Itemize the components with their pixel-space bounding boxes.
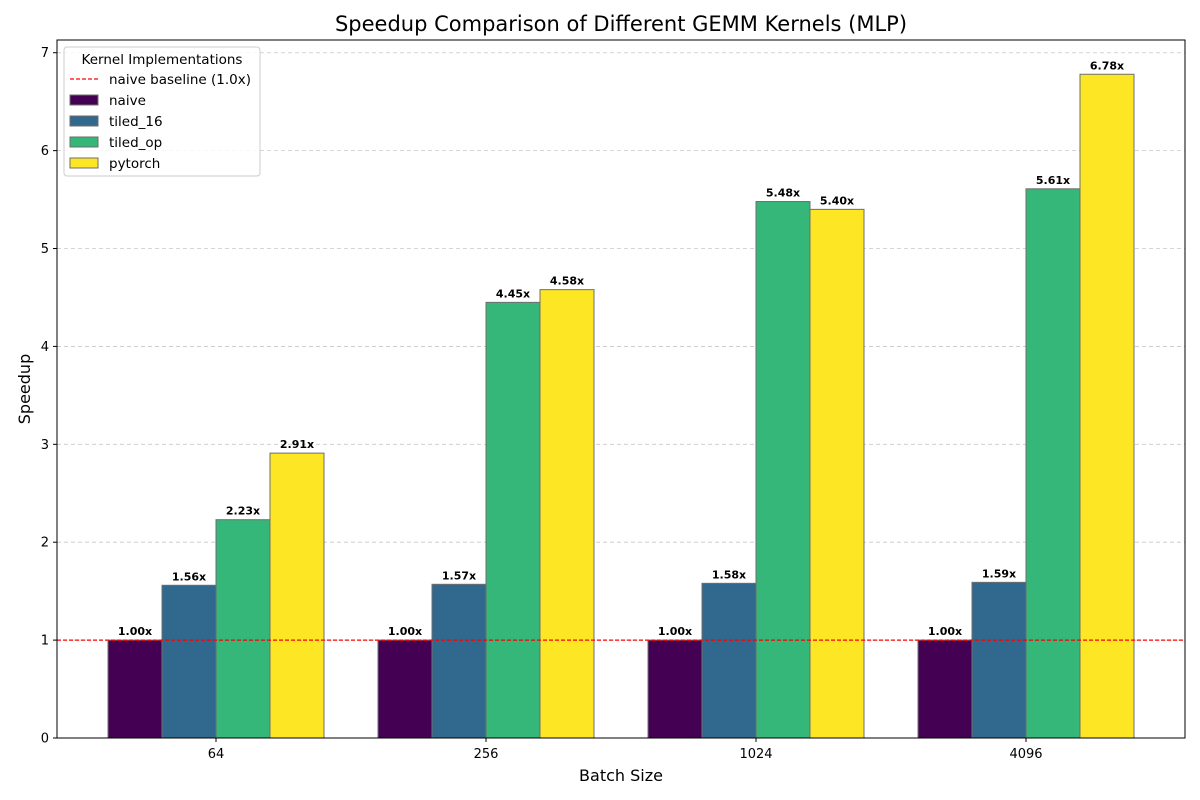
bar-naive-1024 [647, 639, 703, 739]
x-tick-label: 1024 [739, 747, 772, 762]
y-tick-label: 5 [41, 242, 49, 257]
legend-title: Kernel Implementations [82, 52, 243, 68]
data-label-tiled-op-4096: 5.61x [1036, 174, 1070, 187]
bar-tiled-op-256 [485, 301, 541, 739]
legend-label-pytorch: pytorch [109, 156, 160, 172]
legend-swatch-tiled-16 [69, 115, 99, 127]
data-labels: 1.00x 1.56x 2.23x 2.91x 1.00x 1.57x 4.45x 4.58x… [118, 59, 1124, 638]
data-label-tiled-16-64: 1.56x [172, 570, 206, 583]
data-label-pytorch-4096: 6.78x [1090, 59, 1124, 72]
data-label-pytorch-64: 2.91x [280, 438, 314, 451]
legend-label-tiled-op: tiled_op [109, 135, 162, 151]
data-label-tiled-op-256: 4.45x [496, 287, 530, 300]
bar-tiled-op-4096 [1025, 188, 1081, 739]
y-tick-label: 2 [41, 536, 49, 551]
x-axis-label: Batch Size [579, 766, 663, 785]
data-label-naive-64: 1.00x [118, 625, 152, 638]
bar-tiled-op-1024 [755, 201, 811, 739]
bar-tiled-op-64 [215, 519, 271, 739]
legend-swatch-naive [69, 94, 99, 106]
legend-label-tiled-16: tiled_16 [109, 114, 163, 130]
bar-naive-4096 [917, 639, 973, 739]
legend-swatch-tiled-op [69, 136, 99, 148]
y-tick-label: 3 [41, 438, 49, 453]
chart-title: Speedup Comparison of Different GEMM Ker… [335, 12, 907, 36]
legend-baseline-label: naive baseline (1.0x) [109, 72, 251, 88]
y-tick-label: 7 [41, 46, 49, 61]
bars [107, 73, 1135, 739]
x-axis-ticks: 64 256 1024 4096 [208, 738, 1043, 762]
x-tick-label: 64 [208, 747, 225, 762]
y-axis-ticks: 0 1 2 3 4 5 6 7 [41, 46, 57, 747]
legend: Kernel Implementations naive baseline (1… [63, 46, 261, 177]
bar-tiled-16-1024 [701, 582, 757, 739]
legend-label-naive: naive [109, 93, 146, 109]
data-label-pytorch-256: 4.58x [550, 275, 584, 288]
bar-naive-64 [107, 639, 163, 739]
data-label-tiled-16-256: 1.57x [442, 569, 476, 582]
bar-tiled-16-64 [161, 584, 217, 739]
bar-pytorch-1024 [809, 208, 865, 739]
data-label-naive-1024: 1.00x [658, 625, 692, 638]
y-axis-label: Speedup [15, 354, 34, 424]
y-tick-label: 0 [41, 732, 49, 747]
data-label-naive-256: 1.00x [388, 625, 422, 638]
data-label-tiled-op-1024: 5.48x [766, 187, 800, 200]
y-tick-label: 6 [41, 144, 49, 159]
legend-box [63, 46, 261, 177]
x-tick-label: 4096 [1009, 747, 1042, 762]
bar-pytorch-256 [539, 289, 595, 739]
data-label-naive-4096: 1.00x [928, 625, 962, 638]
x-tick-label: 256 [474, 747, 499, 762]
data-label-tiled-16-1024: 1.58x [712, 568, 746, 581]
bar-tiled-16-4096 [971, 581, 1027, 739]
plot-frame [56, 39, 1186, 739]
legend-swatch-pytorch [69, 157, 99, 169]
legend-items: naive baseline (1.0x) naive tiled_16 tiled_… [69, 72, 251, 172]
y-tick-label: 1 [41, 634, 49, 649]
bar-naive-256 [377, 639, 433, 739]
data-label-pytorch-1024: 5.40x [820, 194, 854, 207]
bar-pytorch-4096 [1079, 73, 1135, 739]
data-label-tiled-op-64: 2.23x [226, 505, 260, 518]
y-tick-label: 4 [41, 340, 49, 355]
bar-pytorch-64 [269, 452, 325, 739]
data-label-tiled-16-4096: 1.59x [982, 567, 1016, 580]
bar-tiled-16-256 [431, 583, 487, 739]
